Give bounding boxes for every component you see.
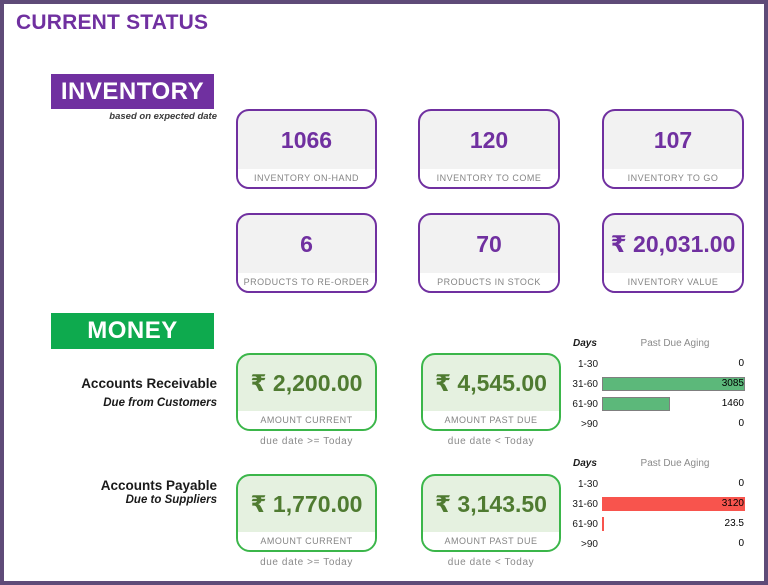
receivable-amount-past-due-card: ₹ 4,545.00 AMOUNT PAST DUE	[421, 353, 561, 431]
bucket-label: 61-90	[572, 518, 598, 530]
chart-axis-label: Days	[573, 458, 597, 469]
inventory-section-banner: INVENTORY	[51, 74, 214, 109]
bar-track: 0	[602, 354, 745, 374]
bar-track: 0	[602, 474, 745, 494]
receivables-aging-chart: Days Past Due Aging 1-30 0 31-60 3085 61…	[568, 336, 745, 434]
kpi-value: ₹ 3,143.50	[435, 490, 547, 517]
bar-value-label: 0	[738, 538, 744, 549]
money-section-label: MONEY	[87, 317, 178, 344]
inventory-section-label: INVENTORY	[60, 77, 205, 105]
kpi-value: 120	[469, 126, 509, 153]
kpi-card-products-in-stock: 70 PRODUCTS IN STOCK	[418, 213, 560, 293]
bar-track: 0	[602, 534, 745, 554]
kpi-label: AMOUNT PAST DUE	[423, 532, 559, 550]
payable-amount-current-card: ₹ 1,770.00 AMOUNT CURRENT	[236, 474, 377, 552]
chart-row: 61-90 23.5	[568, 514, 745, 534]
chart-axis-label: Days	[573, 338, 597, 349]
payable-amount-past-due-card: ₹ 3,143.50 AMOUNT PAST DUE	[421, 474, 561, 552]
chart-row: 31-60 3085	[568, 374, 745, 394]
kpi-value: ₹ 2,200.00	[250, 369, 363, 396]
bar-value-label: 3085	[721, 378, 744, 389]
payables-aging-chart: Days Past Due Aging 1-30 0 31-60 3120 61…	[568, 456, 745, 554]
bar-value-label: 1460	[721, 398, 744, 409]
money-section-banner: MONEY	[51, 313, 214, 349]
bar-track: 3085	[602, 374, 745, 394]
kpi-label: INVENTORY TO COME	[420, 169, 558, 187]
chart-title: Past Due Aging	[640, 458, 710, 469]
kpi-label: PRODUCTS TO RE-ORDER	[238, 273, 375, 291]
kpi-card-inventory-to-go: 107 INVENTORY TO GO	[602, 109, 744, 189]
accounts-payable-subtitle: Due to Suppliers	[125, 494, 217, 506]
accounts-receivable-subtitle: Due from Customers	[103, 397, 217, 409]
accounts-payable-title: Accounts Payable	[100, 478, 217, 493]
bar-value-label: 3120	[721, 498, 744, 509]
bucket-label: 1-30	[577, 478, 598, 490]
kpi-value: 6	[300, 230, 313, 257]
kpi-label: INVENTORY VALUE	[604, 273, 742, 291]
bar-value-label: 23.5	[724, 518, 744, 529]
kpi-label: PRODUCTS IN STOCK	[420, 273, 558, 291]
kpi-label: INVENTORY TO GO	[604, 169, 742, 187]
bucket-label: 31-60	[572, 498, 598, 510]
aging-bar	[602, 377, 745, 391]
bar-value-label: 0	[738, 358, 744, 369]
aging-bar	[602, 497, 745, 511]
kpi-label: INVENTORY ON-HAND	[238, 169, 375, 187]
bar-track: 0	[602, 414, 745, 434]
aging-bar	[602, 517, 604, 531]
due-date-caption: due date >= Today	[260, 557, 353, 568]
chart-row: >90 0	[568, 414, 745, 434]
bucket-label: >90	[581, 418, 598, 430]
chart-row: 61-90 1460	[568, 394, 745, 414]
receivable-amount-current-card: ₹ 2,200.00 AMOUNT CURRENT	[236, 353, 377, 431]
kpi-label: AMOUNT CURRENT	[238, 411, 375, 429]
bar-value-label: 0	[738, 478, 744, 489]
kpi-card-inventory-on-hand: 1066 INVENTORY ON-HAND	[236, 109, 377, 189]
bucket-label: 31-60	[572, 378, 598, 390]
due-date-caption: due date < Today	[447, 557, 535, 568]
chart-row: 1-30 0	[568, 474, 745, 494]
page-title: CURRENT STATUS	[16, 11, 209, 34]
accounts-receivable-title: Accounts Receivable	[81, 376, 217, 391]
chart-row: 31-60 3120	[568, 494, 745, 514]
kpi-value: 1066	[280, 126, 333, 153]
kpi-value: 107	[653, 126, 693, 153]
kpi-card-inventory-to-come: 120 INVENTORY TO COME	[418, 109, 560, 189]
inventory-subnote: based on expected date	[109, 111, 217, 122]
due-date-caption: due date < Today	[447, 436, 535, 447]
kpi-value: ₹ 1,770.00	[250, 490, 363, 517]
bar-track: 3120	[602, 494, 745, 514]
bucket-label: 61-90	[572, 398, 598, 410]
bar-value-label: 0	[738, 418, 744, 429]
bucket-label: 1-30	[577, 358, 598, 370]
kpi-label: AMOUNT CURRENT	[238, 532, 375, 550]
kpi-value: ₹ 20,031.00	[610, 230, 736, 257]
kpi-card-inventory-value: ₹ 20,031.00 INVENTORY VALUE	[602, 213, 744, 293]
bar-track: 1460	[602, 394, 745, 414]
kpi-value: 70	[476, 230, 502, 257]
bar-track: 23.5	[602, 514, 745, 534]
due-date-caption: due date >= Today	[260, 436, 353, 447]
bucket-label: >90	[581, 538, 598, 550]
aging-bar	[602, 397, 670, 411]
kpi-label: AMOUNT PAST DUE	[423, 411, 559, 429]
kpi-card-products-to-reorder: 6 PRODUCTS TO RE-ORDER	[236, 213, 377, 293]
chart-row: 1-30 0	[568, 354, 745, 374]
chart-title: Past Due Aging	[640, 338, 710, 349]
kpi-value: ₹ 4,545.00	[435, 369, 547, 396]
chart-row: >90 0	[568, 534, 745, 554]
